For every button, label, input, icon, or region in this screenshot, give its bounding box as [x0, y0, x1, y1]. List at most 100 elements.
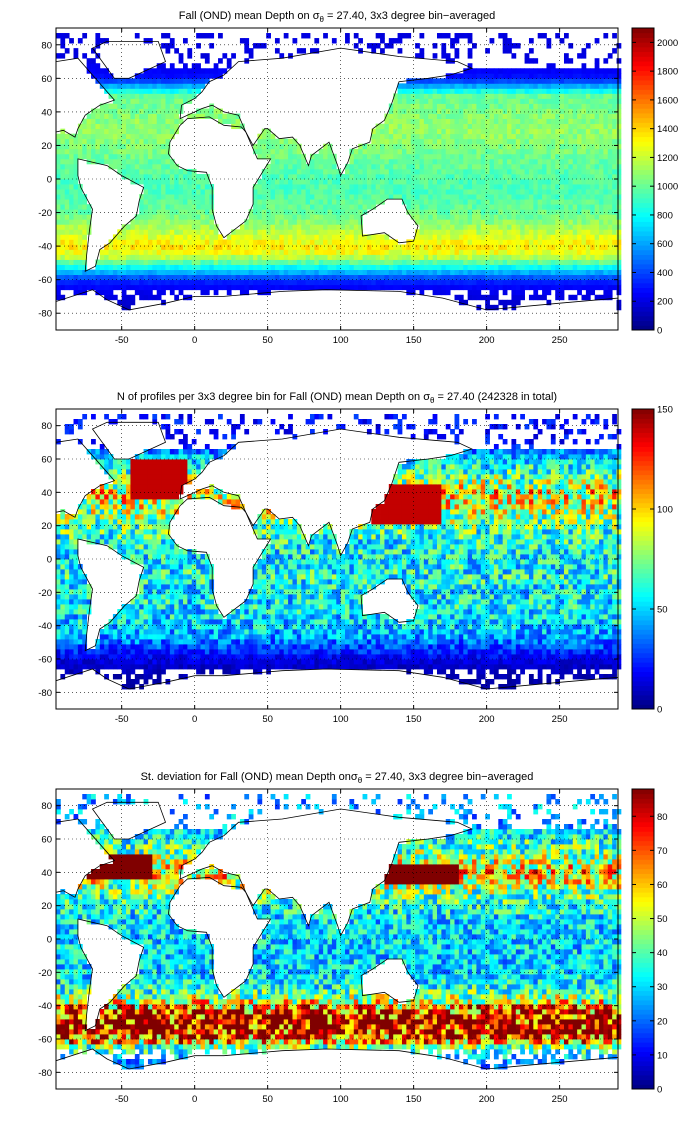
grid-cell: [550, 78, 556, 84]
grid-cell: [428, 264, 434, 270]
grid-cell: [183, 83, 188, 89]
colorbar-tick-label: 1400: [657, 124, 678, 135]
grid-cell: [362, 284, 368, 291]
grid-cell: [585, 264, 591, 270]
grid-cell: [520, 284, 525, 291]
grid-cell: [480, 78, 486, 84]
grid-cell: [533, 103, 539, 109]
grid-cell: [458, 234, 464, 240]
grid-cell: [380, 138, 385, 145]
grid-cell: [436, 173, 442, 180]
grid-cell: [436, 83, 442, 89]
grid-cell: [467, 204, 473, 210]
grid-cell: [401, 259, 407, 265]
grid-cell: [349, 244, 355, 250]
grid-cell: [156, 199, 162, 205]
grid-cell: [196, 33, 201, 39]
grid-cell: [423, 199, 429, 205]
grid-cell: [95, 108, 101, 114]
colorbar-step: [632, 216, 654, 222]
grid-cell: [56, 158, 61, 165]
grid-cell: [533, 133, 539, 140]
grid-cell: [134, 133, 140, 140]
grid-cell: [485, 98, 490, 104]
grid-cell: [428, 148, 434, 155]
grid-cell: [406, 204, 412, 210]
grid-cell: [156, 168, 162, 175]
grid-cell: [253, 209, 258, 215]
grid-cell: [139, 98, 144, 104]
grid-cell: [196, 83, 201, 89]
grid-cell: [161, 78, 166, 84]
grid-cell: [112, 158, 118, 165]
grid-cell: [327, 264, 333, 270]
grid-cell: [410, 254, 416, 260]
grid-cell: [432, 108, 438, 114]
grid-cell: [454, 674, 460, 680]
grid-cell: [463, 219, 469, 225]
grid-cell: [327, 194, 333, 200]
grid-cell: [450, 173, 455, 180]
grid-cell: [559, 229, 565, 235]
grid-cell: [213, 239, 219, 245]
grid-cell: [458, 98, 464, 104]
grid-cell: [607, 184, 613, 190]
grid-cell: [362, 254, 368, 260]
grid-cell: [436, 113, 442, 119]
grid-cell: [204, 184, 210, 190]
grid-cell: [178, 68, 184, 74]
grid-cell: [60, 259, 66, 265]
grid-cell: [143, 279, 149, 286]
grid-cell: [161, 168, 166, 175]
grid-cell: [410, 269, 416, 276]
grid-cell: [270, 148, 276, 155]
grid-cell: [428, 254, 434, 260]
grid-cell: [331, 254, 337, 260]
grid-cell: [607, 98, 613, 104]
grid-cell: [445, 194, 451, 200]
grid-cell: [226, 259, 232, 265]
grid-cell: [559, 138, 565, 145]
grid-cell: [454, 204, 460, 210]
grid-cell: [323, 179, 328, 185]
grid-cell: [415, 113, 420, 119]
grid-cell: [301, 33, 307, 39]
grid-cell: [301, 224, 307, 230]
grid-cell: [480, 269, 486, 276]
grid-cell: [550, 123, 556, 130]
grid-cell: [607, 123, 613, 130]
grid-cell: [454, 244, 460, 250]
grid-cell: [537, 294, 543, 301]
grid-cell: [485, 179, 490, 185]
grid-cell: [292, 143, 298, 150]
grid-cell: [493, 73, 499, 79]
grid-cell: [445, 143, 451, 150]
grid-cell: [349, 199, 355, 205]
grid-cell: [73, 244, 79, 250]
grid-cell: [56, 184, 61, 190]
colorbar-step: [632, 278, 654, 284]
grid-cell: [314, 179, 320, 185]
grid-cell: [274, 194, 280, 200]
grid-cell: [283, 264, 289, 270]
grid-cell: [428, 259, 434, 265]
grid-cell: [612, 209, 617, 215]
grid-cell: [143, 294, 149, 301]
grid-cell: [467, 98, 473, 104]
grid-cell: [502, 284, 508, 291]
grid-cell: [204, 113, 210, 119]
grid-cell: [152, 209, 158, 215]
grid-cell: [616, 173, 622, 180]
grid-cell: [209, 229, 215, 235]
grid-cell: [117, 78, 123, 84]
grid-cell: [380, 48, 385, 54]
grid-cell: [358, 264, 363, 270]
grid-cell: [117, 98, 123, 104]
grid-cell: [183, 78, 188, 84]
grid-cell: [616, 234, 622, 240]
grid-cell: [585, 118, 591, 125]
grid-cell: [502, 259, 508, 265]
grid-cell: [266, 239, 271, 245]
grid-cell: [156, 123, 162, 130]
grid-cell: [253, 204, 258, 210]
